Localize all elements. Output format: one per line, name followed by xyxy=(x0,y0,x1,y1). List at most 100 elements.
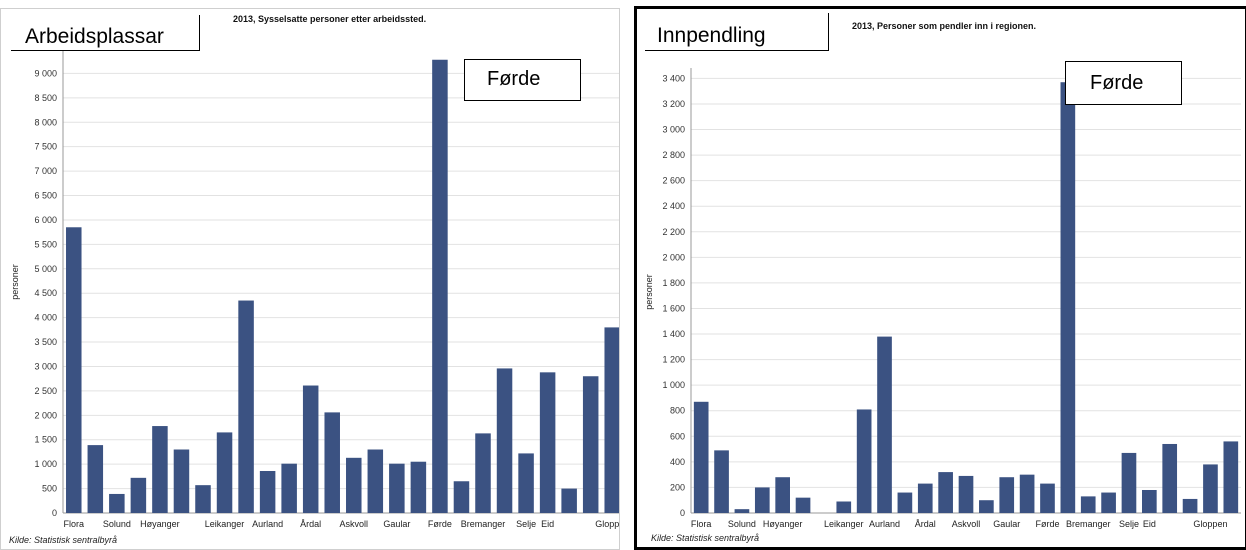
bar xyxy=(496,368,513,513)
y-tick-label: 8 500 xyxy=(34,93,57,103)
x-tick-label: Førde xyxy=(428,519,452,529)
x-tick-label: Bremanger xyxy=(461,519,506,529)
bar xyxy=(1080,496,1096,513)
bar xyxy=(539,372,556,513)
bar xyxy=(518,453,534,513)
y-tick-label: 4 500 xyxy=(34,288,57,298)
bar xyxy=(734,509,750,513)
bar xyxy=(109,493,125,513)
y-tick-label: 5 000 xyxy=(34,264,57,274)
x-tick-label: Høyanger xyxy=(140,519,180,529)
bar xyxy=(1203,464,1218,513)
bar xyxy=(195,485,211,513)
bar xyxy=(1019,474,1035,513)
bar xyxy=(453,481,470,513)
bar xyxy=(66,227,82,513)
y-tick-label: 1 400 xyxy=(662,329,685,339)
y-tick-label: 6 500 xyxy=(34,191,57,201)
bar xyxy=(302,385,319,513)
y-tick-label: 2 500 xyxy=(34,386,57,396)
bar xyxy=(754,487,770,513)
x-tick-label: Høyanger xyxy=(763,519,803,529)
x-tick-label: Aurland xyxy=(252,519,283,529)
y-tick-label: 1 800 xyxy=(662,278,685,288)
y-tick-label: 1 600 xyxy=(662,303,685,313)
bar xyxy=(281,463,297,513)
y-tick-label: 1 000 xyxy=(34,459,57,469)
panel-label-box: Innpendling xyxy=(645,13,829,51)
y-tick-label: 2 600 xyxy=(662,176,685,186)
y-tick-label: 2 400 xyxy=(662,201,685,211)
highlight-label-box: Førde xyxy=(1065,61,1182,105)
x-tick-label: Askvoll xyxy=(952,519,981,529)
bar xyxy=(917,483,933,513)
x-tick-label: Selje xyxy=(1119,519,1139,529)
bar xyxy=(367,449,384,513)
y-tick-label: 6 000 xyxy=(34,215,57,225)
x-tick-label: Førde xyxy=(1035,519,1059,529)
y-tick-label: 400 xyxy=(670,457,685,467)
x-tick-label: Eid xyxy=(1143,519,1156,529)
x-tick-label: Leikanger xyxy=(205,519,245,529)
x-tick-label: Årdal xyxy=(915,519,936,529)
bar xyxy=(1162,443,1178,513)
bar xyxy=(958,475,974,513)
y-tick-label: 3 200 xyxy=(662,99,685,109)
bar xyxy=(999,477,1015,513)
bar xyxy=(259,470,276,513)
y-axis-label: personer xyxy=(643,274,654,310)
bar xyxy=(87,445,104,513)
bar xyxy=(1121,452,1137,513)
bar xyxy=(1142,489,1157,513)
bar-chart-arbeidsplassar: 0 500 1 000 1 500 2 000 2 500 3 000 3 500 4 000 4… xyxy=(34,45,619,529)
bar-chart-innpendling: 0 200 400 600 800 1 000 1 200 1 400 1 600 1 800 2 … xyxy=(662,68,1241,529)
x-tick-label: Gloppen xyxy=(1193,519,1227,529)
bar xyxy=(1182,498,1198,513)
y-axis-label: personer xyxy=(9,264,20,300)
bar xyxy=(410,461,427,513)
bar xyxy=(130,477,147,513)
chart-panel-arbeidsplassar: 0 500 1 000 1 500 2 000 2 500 3 000 3 500 4 000 4… xyxy=(0,8,620,550)
x-tick-label: Askvoll xyxy=(340,519,369,529)
y-tick-label: 3 500 xyxy=(34,337,57,347)
y-tick-label: 8 000 xyxy=(34,117,57,127)
x-tick-label: Aurland xyxy=(869,519,900,529)
y-tick-label: 2 000 xyxy=(34,410,57,420)
x-tick-label: Eid xyxy=(541,519,554,529)
bar xyxy=(693,401,709,513)
bar xyxy=(775,477,790,513)
x-tick-label: Leikanger xyxy=(824,519,864,529)
y-tick-label: 4 000 xyxy=(34,313,57,323)
y-tick-label: 7 500 xyxy=(34,142,57,152)
bar xyxy=(836,501,852,513)
x-tick-label: Bremanger xyxy=(1066,519,1111,529)
bar xyxy=(432,59,448,513)
highlight-label-box: Førde xyxy=(464,59,581,101)
chart-panel-innpendling: 0 200 400 600 800 1 000 1 200 1 400 1 600 1 800 2 … xyxy=(634,6,1246,550)
bar xyxy=(1101,492,1116,513)
x-tick-label: Flora xyxy=(691,519,712,529)
bar xyxy=(216,432,233,513)
y-tick-label: 0 xyxy=(680,508,685,518)
y-tick-label: 5 500 xyxy=(34,239,57,249)
x-tick-label: Solund xyxy=(103,519,131,529)
bar xyxy=(173,449,190,513)
y-tick-label: 2 200 xyxy=(662,227,685,237)
y-tick-label: 1 200 xyxy=(662,355,685,365)
y-tick-label: 2 000 xyxy=(662,252,685,262)
bar xyxy=(714,450,729,513)
x-tick-label: Solund xyxy=(728,519,756,529)
bar xyxy=(346,457,362,513)
x-tick-label: Selje xyxy=(516,519,536,529)
y-tick-label: 600 xyxy=(670,431,685,441)
bar xyxy=(561,488,577,513)
source-note: Kilde: Statistisk sentralbyrå xyxy=(651,533,760,543)
bar xyxy=(938,472,953,513)
bar xyxy=(475,433,491,513)
y-tick-label: 200 xyxy=(670,482,685,492)
y-tick-label: 1 500 xyxy=(34,435,57,445)
bar xyxy=(389,463,405,513)
chart-title: 2013, Sysselsatte personer etter arbeids… xyxy=(233,14,427,24)
x-tick-label: Gaular xyxy=(383,519,410,529)
y-tick-label: 1 000 xyxy=(662,380,685,390)
